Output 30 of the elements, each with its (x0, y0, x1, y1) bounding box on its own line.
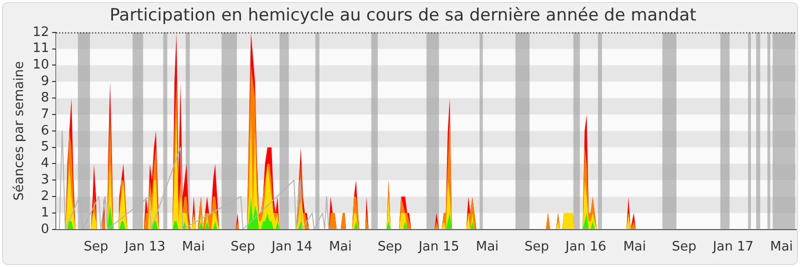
chart-title: Participation en hemicycle au cours de sa dernière année de mandat (110, 6, 697, 26)
x-tick-label: Jan 16 (564, 240, 606, 255)
x-tick-label: Mai (328, 240, 352, 255)
x-tick-label: Mai (770, 240, 793, 255)
y-tick-label: 3 (40, 172, 50, 188)
x-tick-label: Jan 17 (712, 240, 754, 255)
y-tick-label: 8 (40, 90, 50, 106)
y-tick-label: 12 (32, 24, 50, 40)
x-tick-label: Mai (623, 240, 646, 255)
y-tick-label: 11 (32, 41, 50, 56)
y-tick-label: 5 (40, 140, 50, 155)
x-tick-label: Jan 14 (270, 240, 312, 255)
x-tick-label: Sep (524, 240, 550, 255)
x-tick-label: Sep (84, 240, 108, 255)
y-tick-label: 0 (40, 222, 50, 237)
x-tick-label: Sep (378, 240, 402, 255)
y-tick-label: 4 (40, 156, 50, 172)
x-tick-label: Mai (182, 240, 205, 255)
y-tick-label: 1 (40, 205, 50, 220)
x-tick-label: Mai (476, 240, 499, 255)
x-tick-label: Jan 15 (418, 240, 460, 255)
y-tick-label: 9 (40, 74, 50, 90)
x-tick-label: Jan 13 (124, 240, 166, 255)
y-axis-title: Séances par semaine (12, 61, 28, 201)
y-tick-label: 7 (40, 106, 50, 122)
y-tick-label: 6 (40, 123, 50, 138)
y-tick-label: 10 (32, 58, 50, 73)
x-tick-label: Sep (672, 240, 696, 255)
y-tick-label: 2 (40, 188, 50, 204)
x-tick-label: Sep (230, 240, 256, 255)
